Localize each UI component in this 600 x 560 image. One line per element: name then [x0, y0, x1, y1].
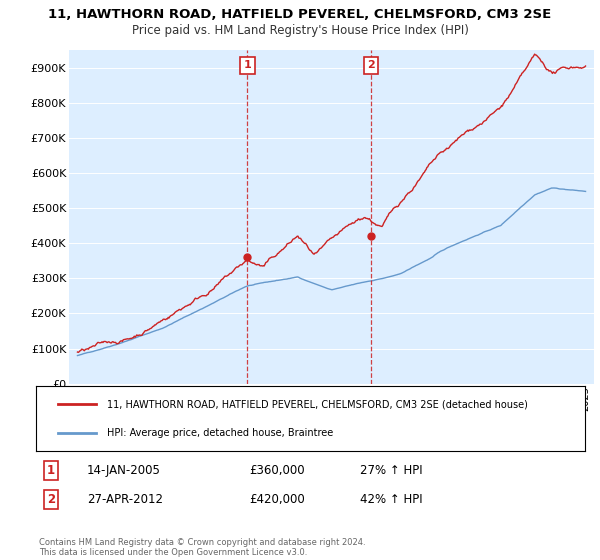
Text: 2: 2 [367, 60, 374, 71]
Text: 11, HAWTHORN ROAD, HATFIELD PEVEREL, CHELMSFORD, CM3 2SE: 11, HAWTHORN ROAD, HATFIELD PEVEREL, CHE… [49, 8, 551, 21]
Text: 2: 2 [47, 493, 55, 506]
Point [242, 253, 252, 262]
Text: 1: 1 [244, 60, 251, 71]
Text: 42% ↑ HPI: 42% ↑ HPI [360, 493, 422, 506]
Text: £360,000: £360,000 [249, 464, 305, 477]
Text: 14-JAN-2005: 14-JAN-2005 [87, 464, 161, 477]
Text: 11, HAWTHORN ROAD, HATFIELD PEVEREL, CHELMSFORD, CM3 2SE (detached house): 11, HAWTHORN ROAD, HATFIELD PEVEREL, CHE… [107, 399, 528, 409]
Text: Price paid vs. HM Land Registry's House Price Index (HPI): Price paid vs. HM Land Registry's House … [131, 24, 469, 36]
Text: HPI: Average price, detached house, Braintree: HPI: Average price, detached house, Brai… [107, 428, 334, 438]
Text: 27% ↑ HPI: 27% ↑ HPI [360, 464, 422, 477]
Text: £420,000: £420,000 [249, 493, 305, 506]
Text: 27-APR-2012: 27-APR-2012 [87, 493, 163, 506]
Text: Contains HM Land Registry data © Crown copyright and database right 2024.
This d: Contains HM Land Registry data © Crown c… [39, 538, 365, 557]
Point [366, 232, 376, 241]
Text: 1: 1 [47, 464, 55, 477]
